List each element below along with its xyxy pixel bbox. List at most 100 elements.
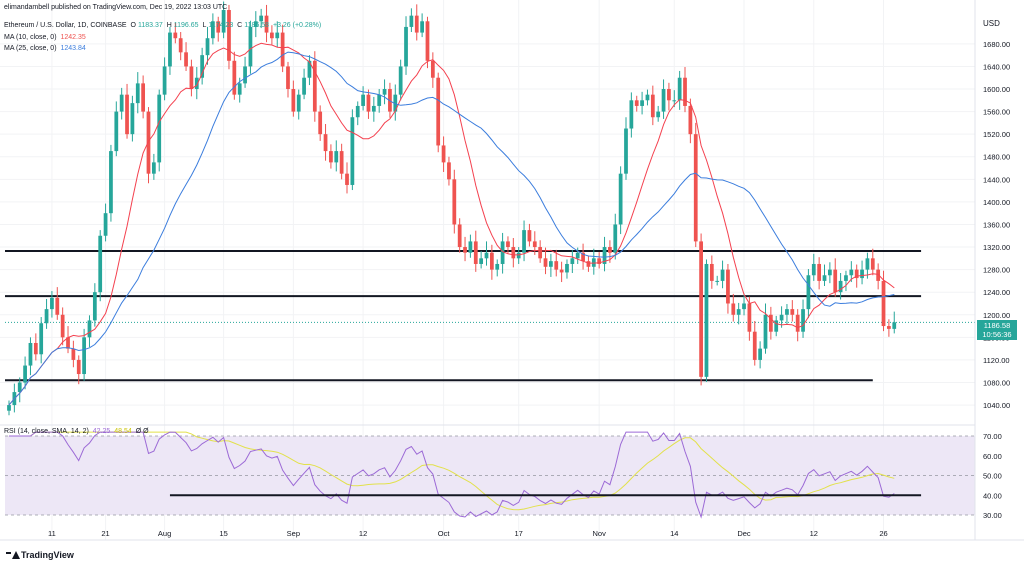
candle-body	[162, 66, 167, 95]
candle-body	[71, 348, 76, 360]
x-tick-label: Oct	[438, 529, 451, 538]
candle-body	[854, 269, 859, 279]
candle-body	[892, 322, 897, 329]
candle-body	[838, 280, 843, 293]
candle-body	[232, 60, 237, 95]
candle-body	[785, 309, 789, 315]
candle-body	[146, 111, 151, 174]
candle-body	[468, 241, 473, 253]
candle-body	[92, 292, 97, 321]
candle-body	[296, 94, 301, 112]
rsi-tick-label: 50.00	[983, 472, 1002, 481]
moving-averages	[8, 42, 895, 406]
candle-body	[7, 405, 11, 411]
y-tick-label: 1360.00	[983, 220, 1010, 229]
candle-body	[253, 21, 258, 27]
candle-body	[473, 241, 478, 264]
axis-unit-label: USD	[983, 19, 1000, 28]
y-tick-label: 1200.00	[983, 311, 1010, 320]
symbol-title: Ethereum / U.S. Dollar, 1D, COINBASE	[4, 22, 127, 29]
candle-body	[575, 252, 580, 259]
candle-body	[559, 269, 564, 273]
candle-body	[194, 77, 199, 90]
high-label: H	[166, 22, 172, 29]
candle-body	[393, 94, 398, 112]
candle-body	[570, 258, 575, 264]
candle-body	[302, 77, 306, 95]
candle-body	[876, 269, 881, 281]
x-tick-label: Dec	[737, 529, 751, 538]
rsi-header: RSI (14, close, SMA, 14, 2) 42.25 48.54 …	[4, 427, 151, 436]
candle-body	[747, 303, 752, 332]
candle-body	[495, 263, 500, 270]
rsi-line	[9, 431, 895, 519]
candle-body	[189, 66, 194, 90]
countdown-time: 10:56:36	[982, 330, 1012, 339]
x-tick-label: 12	[810, 529, 818, 538]
candle-body	[275, 32, 280, 39]
candle-body	[109, 151, 113, 214]
close-label: C	[237, 22, 243, 29]
x-tick-label: 14	[670, 529, 678, 538]
candle-body	[506, 241, 510, 248]
ma25-label: MA (25, close, 0)	[4, 45, 57, 52]
published-text: elimandambell published on TradingView.c…	[4, 4, 228, 11]
horizontal-lines	[5, 249, 975, 382]
candle-body	[650, 94, 655, 118]
y-tick-label: 1040.00	[983, 401, 1010, 410]
candle-body	[752, 331, 757, 360]
candle-body	[141, 83, 146, 112]
tradingview-brand[interactable]: TradingView	[6, 550, 74, 560]
y-tick-label: 1320.00	[983, 243, 1010, 252]
candle-body	[184, 52, 188, 67]
candle-body	[114, 111, 119, 152]
candle-body	[264, 15, 269, 33]
x-tick-label: Nov	[592, 529, 606, 538]
y-tick-label: 1600.00	[983, 85, 1010, 94]
last-price-tag: 1186.58 10:56:36	[977, 320, 1017, 340]
candle-body	[693, 134, 698, 242]
candle-body	[307, 60, 312, 78]
candle-body	[870, 258, 875, 270]
candle-body	[404, 26, 408, 67]
open-label: O	[130, 22, 136, 29]
candle-body	[736, 309, 741, 315]
candle-body	[50, 297, 54, 310]
y-tick-label: 1240.00	[983, 288, 1010, 297]
candle-body	[629, 100, 634, 129]
candle-body	[409, 15, 414, 27]
candle-body	[286, 66, 290, 90]
ma25-line	[8, 51, 895, 406]
candle-body	[849, 269, 854, 276]
candle-body	[860, 269, 864, 279]
y-tick-label: 1560.00	[983, 108, 1010, 117]
candle-body	[345, 173, 349, 185]
candle-body	[66, 337, 70, 349]
low-value: 1174.23	[208, 22, 234, 29]
brand-text: TradingView	[21, 550, 74, 560]
candle-body	[565, 263, 569, 273]
ma10-label: MA (10, close, 0)	[4, 34, 57, 41]
candle-body	[248, 26, 253, 67]
y-tick-label: 1640.00	[983, 62, 1010, 71]
candle-body	[549, 261, 553, 267]
candle-body	[602, 247, 607, 264]
candle-body	[634, 100, 639, 106]
candle-body	[656, 111, 661, 118]
candle-body	[151, 162, 156, 174]
candle-body	[119, 94, 124, 112]
candles	[7, 1, 897, 416]
rsi-extra: Ø Ø	[135, 428, 149, 435]
rsi-value: 42.25	[92, 428, 111, 435]
candle-body	[811, 263, 816, 276]
candle-body	[774, 320, 779, 332]
candle-body	[731, 303, 736, 315]
close-value: 1186.58	[244, 22, 270, 29]
candle-body	[76, 359, 81, 375]
candle-body	[17, 382, 22, 393]
candle-body	[339, 151, 344, 174]
candle-body	[237, 83, 242, 95]
candle-body	[581, 252, 585, 262]
candle-body	[463, 247, 467, 253]
